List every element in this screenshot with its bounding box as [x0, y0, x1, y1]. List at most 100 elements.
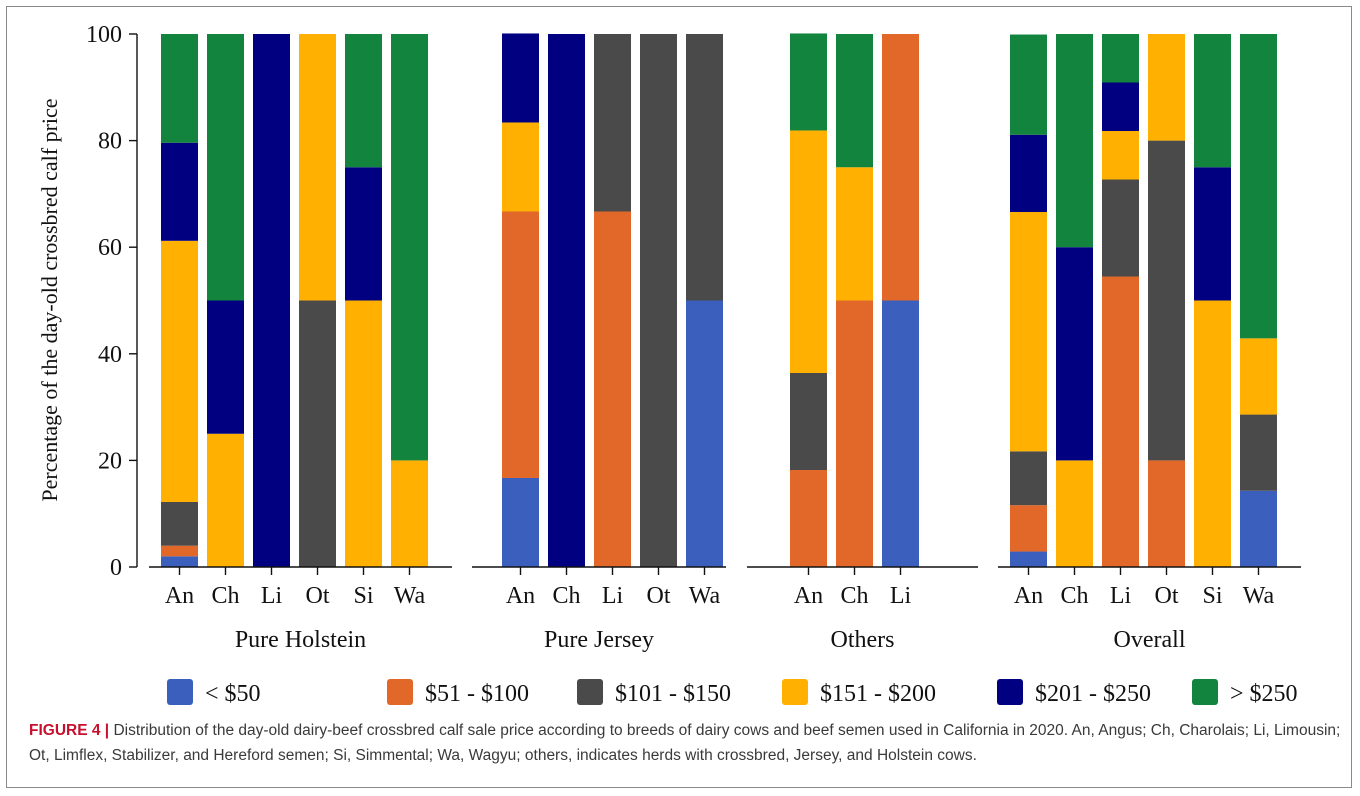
bar-segment-151-200	[1102, 131, 1139, 180]
bar-others-li	[882, 34, 919, 567]
bar-overall-li	[1102, 34, 1139, 567]
bar-pure-jersey-ch	[548, 34, 585, 567]
x-tick-label: Ch	[211, 583, 239, 609]
bar-segment-201-250	[207, 300, 244, 434]
bar-pure-holstein-ch	[207, 34, 244, 567]
y-tick-label: 100	[86, 22, 122, 48]
bar-segment-151-200	[502, 122, 539, 212]
bar-segment-151-200	[391, 460, 428, 567]
bar-segment-250	[1194, 34, 1231, 168]
bar-segment-151-200	[1010, 212, 1047, 452]
bar-overall-wa	[1240, 34, 1277, 567]
bar-segment-250	[1010, 34, 1047, 135]
bar-pure-holstein-wa	[391, 34, 428, 567]
y-axis: 0 20 40 60 80 100	[86, 22, 138, 581]
bar-segment-101-150	[161, 501, 198, 546]
bar-segment-250	[1102, 34, 1139, 83]
bar-segment-151-200	[207, 433, 244, 567]
legend-label: $101 - $150	[615, 681, 731, 707]
bar-overall-si	[1194, 34, 1231, 567]
panel-overall: An Ch Li Ot Si Wa Overall	[998, 34, 1301, 653]
legend-swatch	[1192, 679, 1218, 705]
bar-segment-151-200	[1056, 460, 1093, 567]
bar-segment-50	[686, 300, 723, 567]
bar-segment-250	[790, 33, 827, 131]
bar-segment-201-250	[253, 34, 290, 567]
legend-swatch	[997, 679, 1023, 705]
x-tick-label: An	[794, 583, 823, 609]
bar-segment-101-150	[1148, 140, 1185, 461]
panel-others: An Ch Li Others	[747, 33, 978, 653]
figure-caption-text: Distribution of the day-old dairy-beef c…	[29, 722, 1341, 764]
bar-segment-101-150	[1010, 451, 1047, 506]
bar-segment-151-200	[836, 167, 873, 301]
bar-segment-201-250	[548, 34, 585, 567]
x-tick-label: Si	[1202, 583, 1222, 609]
bar-segment-151-200	[161, 240, 198, 502]
x-tick-label: Ch	[552, 583, 580, 609]
bar-pure-jersey-wa	[686, 34, 723, 567]
legend-item-50: < $50	[167, 679, 261, 707]
y-tick-label: 0	[110, 555, 122, 581]
bar-pure-jersey-an	[502, 33, 539, 567]
bar-segment-51-100	[161, 545, 198, 557]
legend-item-51-100: $51 - $100	[387, 679, 529, 707]
x-tick-label: Ot	[647, 583, 671, 609]
bar-pure-holstein-an	[161, 34, 198, 567]
bar-overall-an	[1010, 34, 1047, 567]
bar-others-an	[790, 33, 827, 567]
legend-label: $51 - $100	[425, 681, 529, 707]
legend-item-250: > $250	[1192, 679, 1298, 707]
bar-overall-ch	[1056, 34, 1093, 567]
x-tick-label: Ot	[1155, 583, 1179, 609]
group-label: Pure Holstein	[235, 627, 366, 653]
bar-segment-51-100	[502, 211, 539, 478]
bar-segment-201-250	[161, 142, 198, 241]
legend-swatch	[782, 679, 808, 705]
chart-panels: An Ch Li Ot Si Wa Pure Holstein An Ch Li Ot Wa Pure …	[149, 33, 1301, 653]
legend-item-101-150: $101 - $150	[577, 679, 731, 707]
legend-swatch	[167, 679, 193, 705]
legend-item-151-200: $151 - $200	[782, 679, 936, 707]
bar-segment-101-150	[1102, 179, 1139, 277]
x-tick-label: An	[506, 583, 535, 609]
bar-segment-201-250	[502, 33, 539, 123]
x-tick-label: Wa	[1243, 583, 1275, 609]
legend-label: > $250	[1230, 681, 1298, 707]
bar-segment-250	[836, 34, 873, 168]
x-tick-label: Ot	[306, 583, 330, 609]
bar-segment-101-150	[640, 34, 677, 567]
x-tick-label: Li	[602, 583, 624, 609]
x-tick-label: Li	[261, 583, 283, 609]
legend-swatch	[577, 679, 603, 705]
bar-segment-201-250	[1194, 167, 1231, 301]
bar-pure-holstein-si	[345, 34, 382, 567]
bar-segment-51-100	[790, 469, 827, 567]
bar-segment-151-200	[1240, 338, 1277, 415]
figure-caption-label: FIGURE 4 |	[29, 722, 110, 739]
bar-pure-jersey-li	[594, 34, 631, 567]
bar-segment-101-150	[299, 300, 336, 567]
x-tick-label: Wa	[394, 583, 426, 609]
x-tick-label: Wa	[689, 583, 721, 609]
bar-segment-250	[1240, 34, 1277, 339]
legend-label: $151 - $200	[820, 681, 936, 707]
bar-pure-holstein-li	[253, 34, 290, 567]
bar-segment-50	[882, 300, 919, 567]
y-tick-label: 40	[98, 342, 122, 368]
bar-segment-51-100	[1148, 460, 1185, 567]
y-tick-label: 80	[98, 129, 122, 155]
legend-item-201-250: $201 - $250	[997, 679, 1151, 707]
figure-caption: FIGURE 4 | Distribution of the day-old d…	[29, 718, 1349, 768]
group-label: Overall	[1114, 627, 1186, 653]
panel-pure-jersey: An Ch Li Ot Wa Pure Jersey	[472, 33, 726, 653]
legend-swatch	[387, 679, 413, 705]
x-tick-label: Si	[353, 583, 373, 609]
bar-segment-250	[391, 34, 428, 461]
x-tick-label: An	[165, 583, 194, 609]
bar-segment-101-150	[594, 34, 631, 212]
bar-segment-101-150	[1240, 414, 1277, 491]
bar-overall-ot	[1148, 34, 1185, 567]
bar-segment-201-250	[345, 167, 382, 301]
bar-segment-201-250	[1010, 134, 1047, 213]
